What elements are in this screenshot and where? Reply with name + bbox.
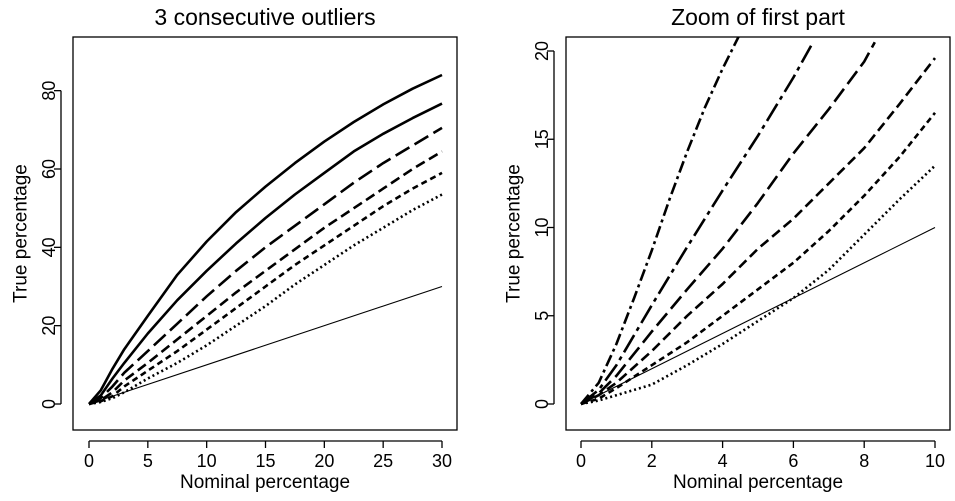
y-tick-label: 80 [39,81,59,101]
y-tick-label: 0 [532,399,552,409]
chart-title: 3 consecutive outliers [154,4,375,30]
y-tick-label: 5 [532,311,552,321]
y-tick-label: 40 [39,237,59,257]
x-tick-label: 10 [925,451,945,471]
x-tick-label: 0 [84,451,94,471]
x-tick-label: 4 [718,451,728,471]
left-panel: 3 consecutive outliers 0 5 10 15 20 25 30 Nomina… [11,4,458,493]
x-tick-label: 8 [859,451,869,471]
x-tick-label: 2 [647,451,657,471]
right-panel: Zoom of first part 0 2 4 6 8 10 Nominal percent… [504,4,951,493]
x-tick-label: 15 [255,451,275,471]
series-group [88,73,443,406]
x-tick-label: 0 [576,451,586,471]
x-tick-label: 5 [143,451,153,471]
y-axis-label: True percentage [11,164,32,303]
series-line-7 [88,285,443,405]
chart-title: Zoom of first part [671,4,845,30]
y-tick-label: 0 [39,399,59,409]
y-tick-label: 20 [532,41,552,61]
y-axis-label: True percentage [504,164,525,303]
series-line-2 [580,45,813,406]
y-tick-label: 15 [532,129,552,149]
x-axis-label: Nominal percentage [673,472,843,493]
x-tick-label: 10 [197,451,217,471]
plot-frame [72,36,458,431]
series-group [580,37,937,406]
series-line-3 [580,41,876,406]
x-tick-label: 6 [788,451,798,471]
series-line-3 [88,126,443,406]
series-line-6 [580,164,936,406]
series-line-7 [580,227,936,405]
x-tick-label: 30 [432,451,452,471]
x-tick-label: 20 [314,451,334,471]
series-line-4 [88,150,443,406]
series-line-2 [88,102,443,406]
y-tick-label: 60 [39,159,59,179]
x-axis-label: Nominal percentage [180,472,350,493]
series-line-6 [88,193,443,406]
series-line-1 [580,37,740,405]
series-line-5 [88,171,443,406]
y-tick-label: 20 [39,316,59,336]
y-tick-label: 10 [532,217,552,237]
series-line-4 [580,57,937,406]
plot-frame [565,36,951,431]
series-line-1 [88,73,443,405]
x-tick-label: 25 [373,451,393,471]
series-line-5 [580,111,937,406]
